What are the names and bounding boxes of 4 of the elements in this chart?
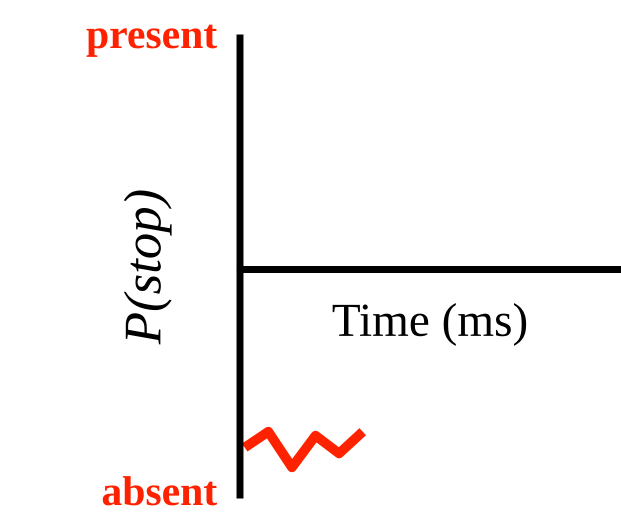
y-axis-title: P(stop) bbox=[124, 190, 172, 344]
text: present bbox=[86, 24, 218, 57]
text: absent bbox=[102, 476, 218, 506]
x-axis-title: Time (ms) bbox=[332, 303, 526, 346]
